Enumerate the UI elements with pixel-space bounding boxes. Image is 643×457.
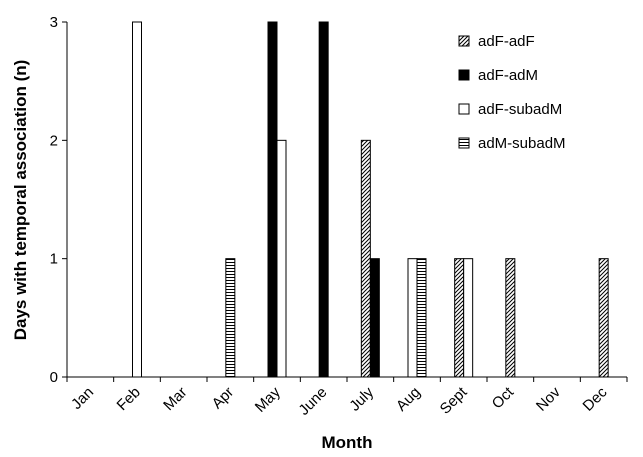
bar-adf-subadm-sept bbox=[463, 258, 474, 378]
y-tick-label: 1 bbox=[50, 251, 58, 268]
x-tick-label-oct: Oct bbox=[489, 383, 518, 412]
legend-label-adf-subadm: adF-subadM bbox=[478, 101, 562, 118]
bar-adf-adm-june bbox=[318, 21, 329, 378]
legend-swatch-adf-adm bbox=[458, 69, 470, 81]
legend: adF-adF adF-adM adF-subadM adM-subadM bbox=[458, 33, 566, 152]
x-tick-label-aug: Aug bbox=[393, 384, 424, 415]
bar-adf-subadm-may bbox=[276, 139, 287, 378]
x-ticks-group: Jan Feb Mar Apr May June July Aug Sept Oct Nov Dec bbox=[66, 377, 628, 419]
y-tick-label: 2 bbox=[50, 132, 58, 149]
x-tick-label-dec: Dec bbox=[580, 383, 611, 414]
bar-adf-adf-sept bbox=[454, 258, 465, 378]
legend-label-adm-subadm: adM-subadM bbox=[478, 135, 566, 152]
bar-adf-adm-may bbox=[267, 21, 278, 378]
x-tick-label-june: June bbox=[295, 384, 330, 419]
x-tick-label-july: July bbox=[346, 383, 377, 414]
y-axis-title: Days with temporal association (n) bbox=[11, 60, 30, 341]
bar-adf-adf-july bbox=[360, 139, 371, 378]
x-tick-label-may: May bbox=[252, 383, 284, 415]
y-ticks-group: 0 1 2 3 bbox=[50, 14, 67, 386]
x-tick-label-apr: Apr bbox=[209, 384, 238, 413]
x-tick-label-jan: Jan bbox=[68, 384, 97, 413]
x-axis-title: Month bbox=[322, 433, 373, 452]
x-tick-label-feb: Feb bbox=[114, 384, 144, 414]
bar-adm-subadm-aug bbox=[416, 258, 427, 378]
x-tick-label-nov: Nov bbox=[533, 383, 564, 414]
legend-swatch-adf-subadm bbox=[458, 103, 470, 115]
bars-group bbox=[132, 21, 609, 378]
legend-label-adf-adf: adF-adF bbox=[478, 33, 535, 50]
legend-swatch-adf-adf bbox=[458, 35, 470, 47]
bar-adm-subadm-apr bbox=[225, 258, 236, 378]
bar-adf-adf-dec bbox=[598, 258, 609, 378]
bar-adf-adf-oct bbox=[505, 258, 516, 378]
axes-group bbox=[66, 22, 627, 378]
bar-adf-adm-july bbox=[369, 258, 380, 378]
y-tick-label: 0 bbox=[50, 369, 58, 386]
bar-adf-subadm-feb bbox=[132, 21, 142, 378]
bar-adf-subadm-aug bbox=[407, 258, 418, 378]
x-tick-label-mar: Mar bbox=[160, 384, 190, 414]
x-tick-label-sept: Sept bbox=[437, 383, 471, 417]
legend-swatch-adm-subadm bbox=[458, 137, 470, 149]
y-tick-label: 3 bbox=[50, 14, 58, 31]
legend-label-adf-adm: adF-adM bbox=[478, 67, 538, 84]
